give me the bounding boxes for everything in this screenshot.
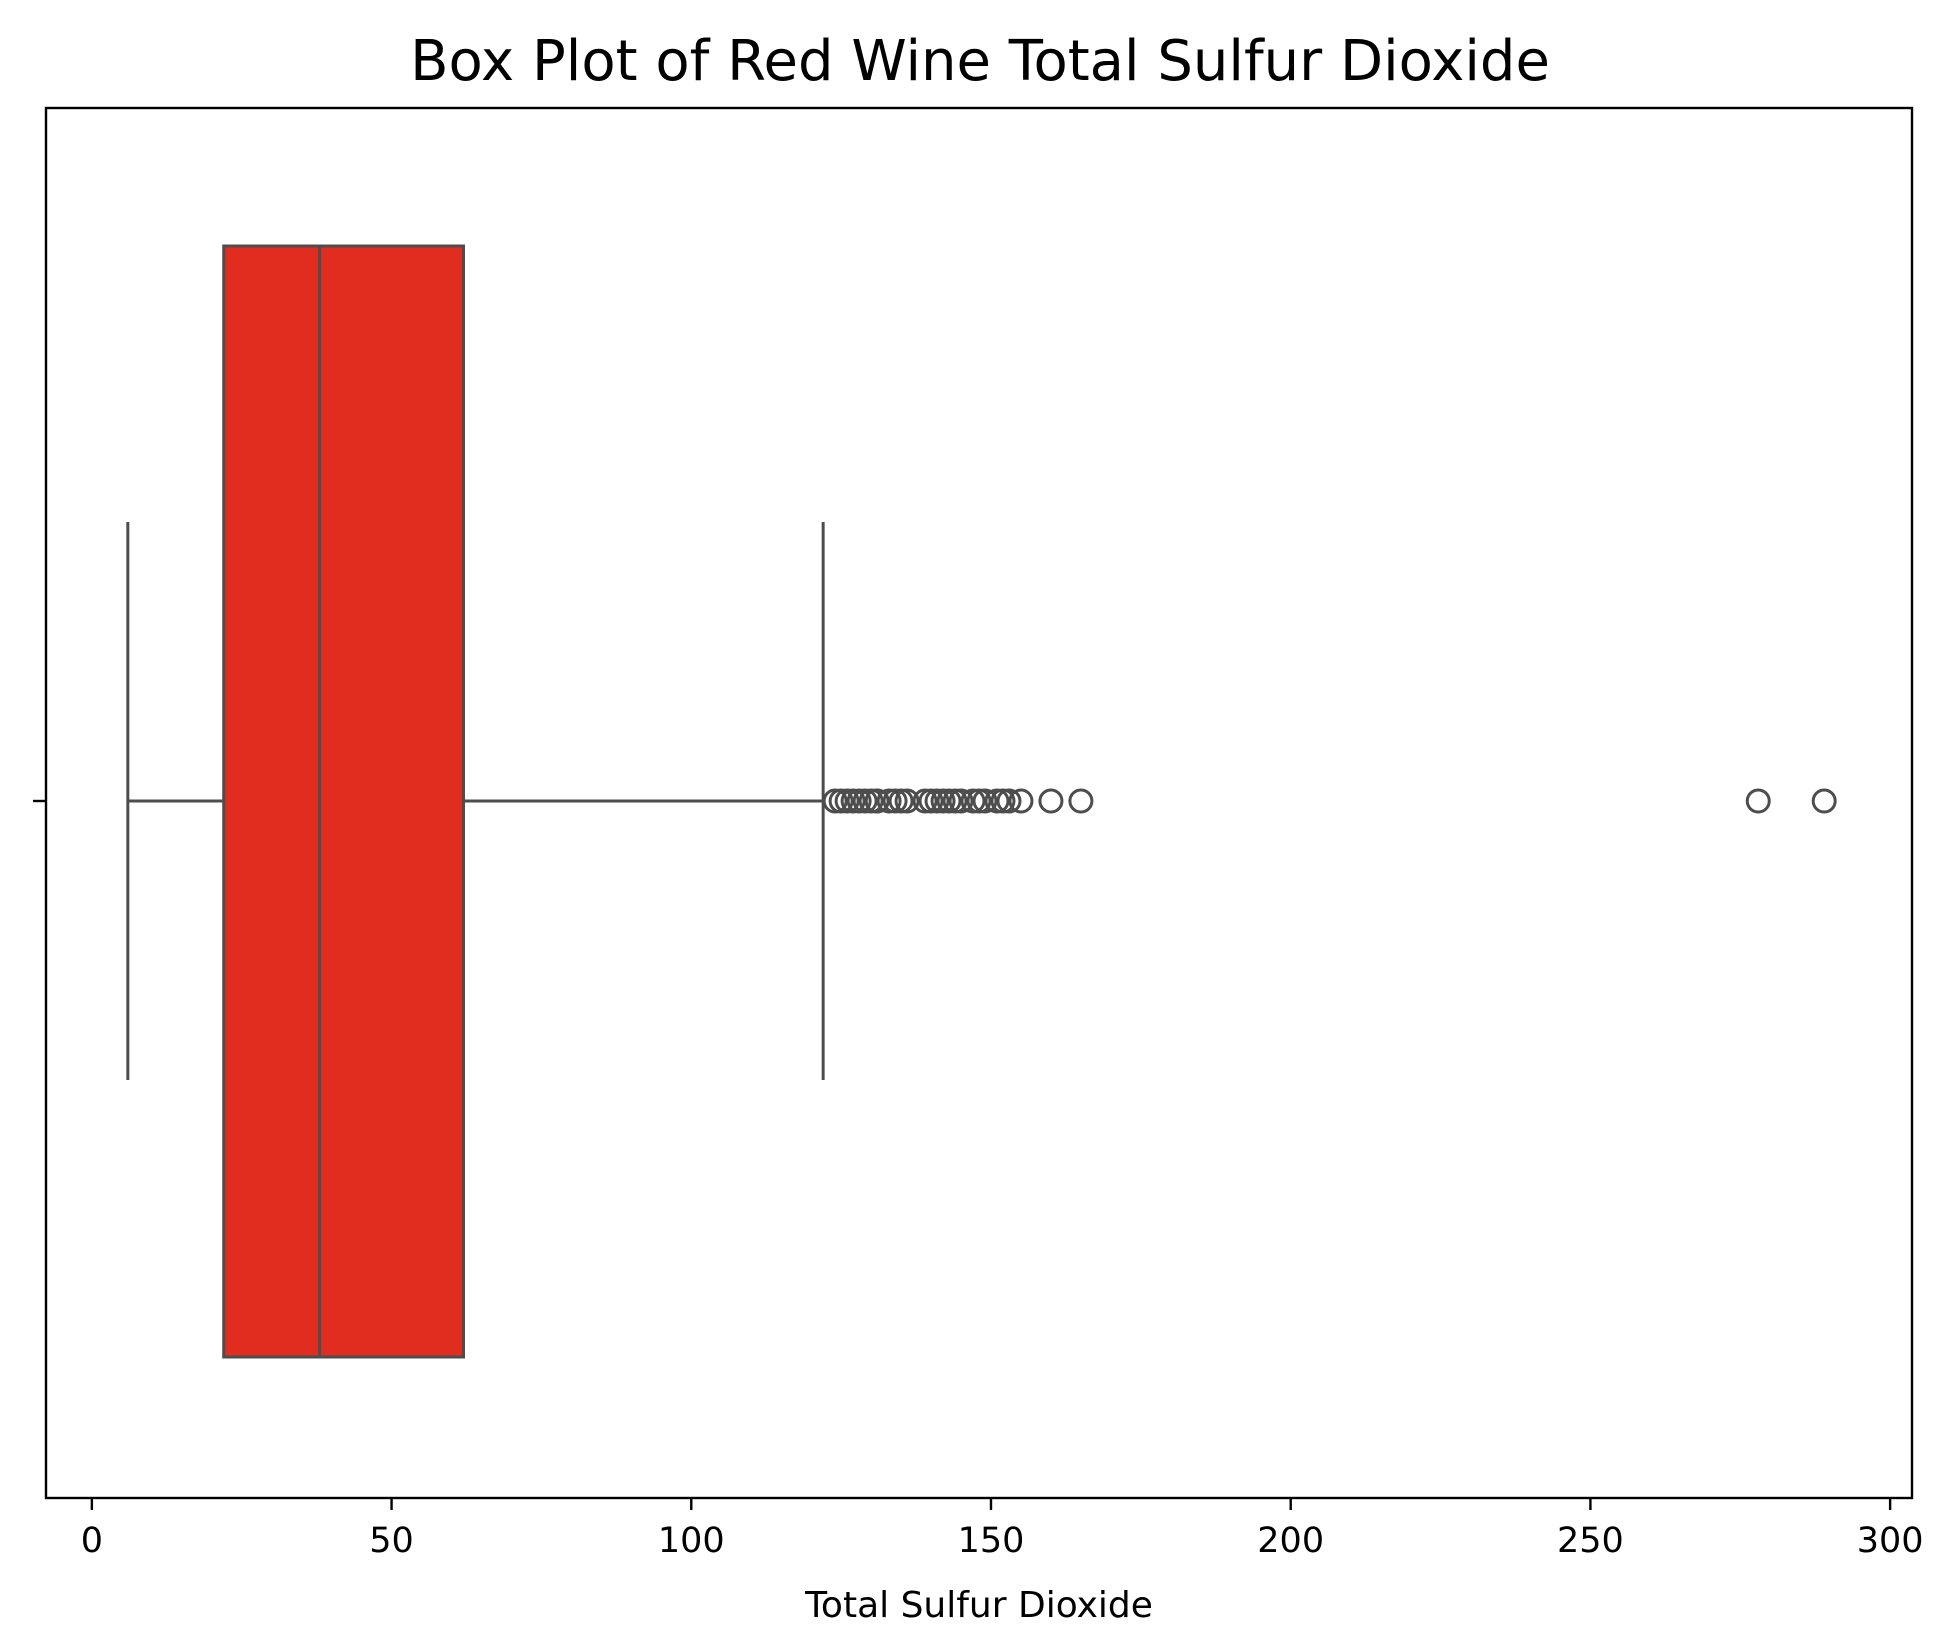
outlier-point: [1745, 788, 1771, 814]
x-tick-label: 150: [958, 1521, 1025, 1561]
outlier-point: [822, 788, 848, 814]
outlier-point: [990, 788, 1016, 814]
outlier-point: [846, 788, 872, 814]
outlier-point: [936, 788, 962, 814]
outlier-point: [960, 788, 986, 814]
outlier-point: [996, 788, 1022, 814]
x-tick-label: 50: [369, 1521, 414, 1561]
x-tick-label: 200: [1257, 1521, 1324, 1561]
outlier-point: [828, 788, 854, 814]
outlier-point: [1068, 788, 1094, 814]
x-tick-label: 250: [1557, 1521, 1624, 1561]
plot-frame: [44, 106, 1914, 1500]
outlier-point: [864, 788, 890, 814]
outlier-point: [972, 788, 998, 814]
outlier-point: [948, 788, 974, 814]
x-tick-label: 100: [658, 1521, 725, 1561]
outlier-point: [858, 788, 884, 814]
outlier-point: [984, 788, 1010, 814]
outlier-point: [1038, 788, 1064, 814]
outlier-point: [1811, 788, 1837, 814]
outlier-point: [834, 788, 860, 814]
x-tick-label: 300: [1857, 1521, 1924, 1561]
iqr-box: [222, 244, 465, 1359]
plot-area: [126, 244, 1837, 1359]
chart-title: Box Plot of Red Wine Total Sulfur Dioxid…: [410, 29, 1550, 94]
outlier-point: [966, 788, 992, 814]
x-tick-label: 0: [81, 1521, 103, 1561]
outlier-point: [918, 788, 944, 814]
outlier-point: [942, 788, 968, 814]
outlier-point: [930, 788, 956, 814]
outlier-point: [876, 788, 902, 814]
outlier-point: [1008, 788, 1034, 814]
x-axis-ticks: 0 50 100 150 200 250 300: [81, 1498, 1924, 1561]
x-axis-label: Total Sulfur Dioxide: [804, 1585, 1153, 1626]
outlier-point: [852, 788, 878, 814]
outlier-point: [912, 788, 938, 814]
outlier-point: [924, 788, 950, 814]
outlier-point: [888, 788, 914, 814]
outlier-point: [882, 788, 908, 814]
outlier-point: [894, 788, 920, 814]
outlier-point: [840, 788, 866, 814]
